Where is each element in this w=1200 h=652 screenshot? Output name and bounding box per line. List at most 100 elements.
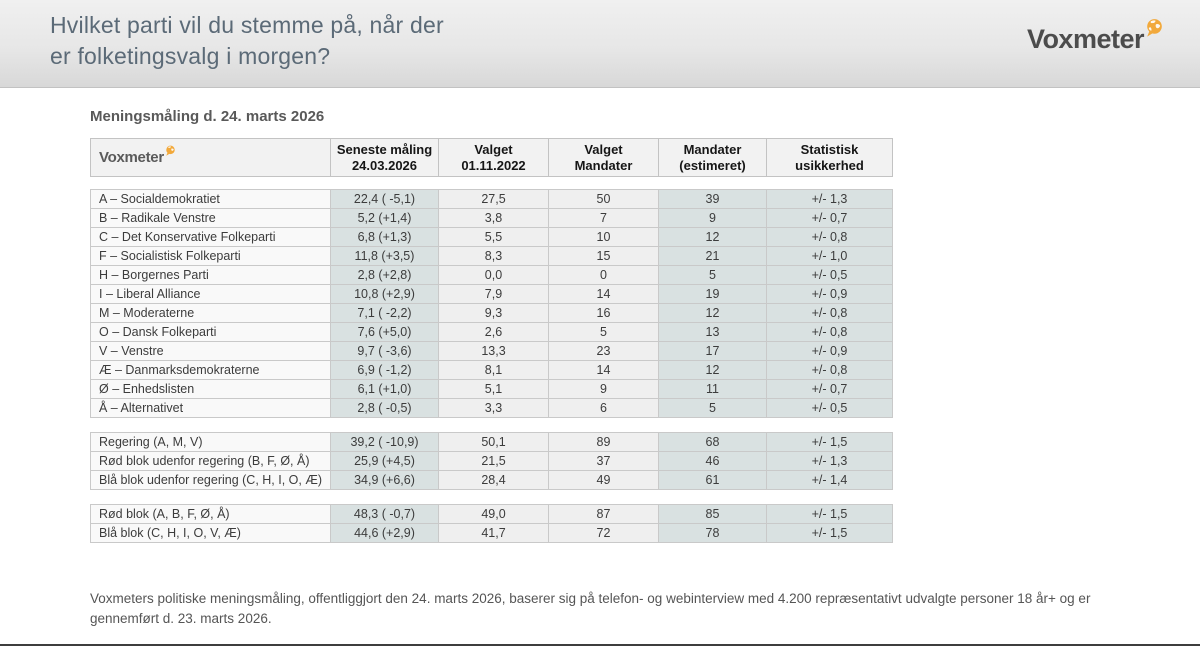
uncertainty-cell: +/- 1,5	[766, 504, 893, 524]
estimated-mandates-cell: 19	[658, 284, 767, 304]
table-row: C – Det Konservative Folkeparti 6,8 (+1,3…	[90, 227, 893, 247]
table-row: F – Socialistisk Folkeparti 11,8 (+3,5) 8,…	[90, 246, 893, 266]
uncertainty-cell: +/- 1,4	[766, 470, 893, 490]
election-mandates-cell: 37	[548, 451, 659, 471]
uncertainty-cell: +/- 0,8	[766, 360, 893, 380]
page-title: Hvilket parti vil du stemme på, når der …	[50, 10, 444, 72]
row-label-cell: F – Socialistisk Folkeparti	[90, 246, 331, 266]
latest-poll-cell: 2,8 ( -0,5)	[330, 398, 439, 418]
election-result-cell: 8,3	[438, 246, 549, 266]
uncertainty-cell: +/- 1,3	[766, 451, 893, 471]
row-label-cell: B – Radikale Venstre	[90, 208, 331, 228]
column-header-latest-poll: Seneste måling 24.03.2026	[330, 138, 439, 177]
uncertainty-cell: +/- 0,8	[766, 227, 893, 247]
election-mandates-cell: 6	[548, 398, 659, 418]
election-result-cell: 3,8	[438, 208, 549, 228]
banner: Hvilket parti vil du stemme på, når der …	[0, 0, 1200, 88]
election-result-cell: 21,5	[438, 451, 549, 471]
globe-icon	[166, 145, 175, 156]
latest-poll-cell: 39,2 ( -10,9)	[330, 432, 439, 452]
uncertainty-cell: +/- 0,7	[766, 208, 893, 228]
table-row: I – Liberal Alliance 10,8 (+2,9) 7,9 14 19 +/…	[90, 284, 893, 304]
latest-poll-cell: 22,4 ( -5,1)	[330, 189, 439, 209]
uncertainty-cell: +/- 1,5	[766, 523, 893, 543]
table-logo-cell: Voxmeter	[90, 138, 331, 177]
election-mandates-cell: 49	[548, 470, 659, 490]
table-row: Å – Alternativet 2,8 ( -0,5) 3,3 6 5 +/- 0,5	[90, 398, 893, 418]
election-result-cell: 8,1	[438, 360, 549, 380]
row-label-cell: H – Borgernes Parti	[90, 265, 331, 285]
poll-section-title: Meningsmåling d. 24. marts 2026	[90, 108, 325, 125]
globe-icon	[1147, 19, 1162, 37]
estimated-mandates-cell: 12	[658, 303, 767, 323]
row-label-cell: Blå blok (C, H, I, O, V, Æ)	[90, 523, 331, 543]
estimated-mandates-cell: 12	[658, 360, 767, 380]
election-result-cell: 3,3	[438, 398, 549, 418]
bottom-divider	[0, 644, 1200, 646]
uncertainty-cell: +/- 0,5	[766, 398, 893, 418]
estimated-mandates-cell: 13	[658, 322, 767, 342]
latest-poll-cell: 48,3 ( -0,7)	[330, 504, 439, 524]
main-content: Meningsmåling d. 24. marts 2026 Voxmeter…	[0, 88, 1200, 629]
table-row: A – Socialdemokratiet 22,4 ( -5,1) 27,5 50 3…	[90, 189, 893, 209]
row-label-cell: M – Moderaterne	[90, 303, 331, 323]
table-row: M – Moderaterne 7,1 ( -2,2) 9,3 16 12 +/- 0,8	[90, 303, 893, 323]
row-label-cell: Regering (A, M, V)	[90, 432, 331, 452]
voxmeter-logo-small: Voxmeter	[99, 145, 329, 166]
election-result-cell: 28,4	[438, 470, 549, 490]
row-label-cell: Å – Alternativet	[90, 398, 331, 418]
uncertainty-cell: +/- 0,9	[766, 284, 893, 304]
latest-poll-cell: 25,9 (+4,5)	[330, 451, 439, 471]
column-header-estimated-mandates: Mandater (estimeret)	[658, 138, 767, 177]
latest-poll-cell: 6,1 (+1,0)	[330, 379, 439, 399]
table-row: Æ – Danmarksdemokraterne 6,9 ( -1,2) 8,1 14…	[90, 360, 893, 380]
election-result-cell: 27,5	[438, 189, 549, 209]
row-label-cell: Blå blok udenfor regering (C, H, I, O, Æ…	[90, 470, 331, 490]
row-label-cell: Rød blok (A, B, F, Ø, Å)	[90, 504, 331, 524]
latest-poll-cell: 34,9 (+6,6)	[330, 470, 439, 490]
table-row: Blå blok (C, H, I, O, V, Æ) 44,6 (+2,9) 41…	[90, 523, 893, 543]
table-row: O – Dansk Folkeparti 7,6 (+5,0) 2,6 5 13 +/- …	[90, 322, 893, 342]
election-result-cell: 0,0	[438, 265, 549, 285]
uncertainty-cell: +/- 0,9	[766, 341, 893, 361]
estimated-mandates-cell: 78	[658, 523, 767, 543]
table-row: Blå blok udenfor regering (C, H, I, O, Æ…	[90, 470, 893, 490]
column-header-row: Voxmeter Seneste måling 24.03.2026 Valge…	[90, 138, 893, 177]
election-mandates-cell: 7	[548, 208, 659, 228]
row-label-cell: Ø – Enhedslisten	[90, 379, 331, 399]
row-label-cell: C – Det Konservative Folkeparti	[90, 227, 331, 247]
election-result-cell: 2,6	[438, 322, 549, 342]
election-result-cell: 13,3	[438, 341, 549, 361]
table-row: Rød blok (A, B, F, Ø, Å) 48,3 ( -0,7) 49,0…	[90, 504, 893, 524]
election-result-cell: 5,1	[438, 379, 549, 399]
latest-poll-cell: 11,8 (+3,5)	[330, 246, 439, 266]
table-row: H – Borgernes Parti 2,8 (+2,8) 0,0 0 5 +/- 0,…	[90, 265, 893, 285]
voxmeter-logo: Voxmeter	[1026, 19, 1164, 54]
uncertainty-cell: +/- 0,8	[766, 322, 893, 342]
row-label-cell: Æ – Danmarksdemokraterne	[90, 360, 331, 380]
row-label-cell: O – Dansk Folkeparti	[90, 322, 331, 342]
uncertainty-cell: +/- 1,5	[766, 432, 893, 452]
election-mandates-cell: 72	[548, 523, 659, 543]
latest-poll-cell: 2,8 (+2,8)	[330, 265, 439, 285]
estimated-mandates-cell: 85	[658, 504, 767, 524]
party-table: A – Socialdemokratiet 22,4 ( -5,1) 27,5 50 3…	[90, 189, 893, 418]
election-mandates-cell: 23	[548, 341, 659, 361]
voxmeter-logo-text: Voxmeter	[1026, 24, 1145, 54]
column-header-uncertainty: Statistisk usikkerhed	[766, 138, 893, 177]
total-bloc-table: Rød blok (A, B, F, Ø, Å) 48,3 ( -0,7) 49,0…	[90, 504, 893, 543]
government-bloc-table: Regering (A, M, V) 39,2 ( -10,9) 50,1 89 68 +…	[90, 432, 893, 490]
estimated-mandates-cell: 21	[658, 246, 767, 266]
estimated-mandates-cell: 61	[658, 470, 767, 490]
row-label-cell: V – Venstre	[90, 341, 331, 361]
election-result-cell: 41,7	[438, 523, 549, 543]
voxmeter-logo-small-text: Voxmeter	[99, 149, 164, 166]
estimated-mandates-cell: 5	[658, 265, 767, 285]
methodology-note-line2: gennemført d. 23. marts 2026.	[90, 611, 272, 626]
election-result-cell: 9,3	[438, 303, 549, 323]
latest-poll-cell: 7,6 (+5,0)	[330, 322, 439, 342]
methodology-note: Voxmeters politiske meningsmåling, offen…	[90, 589, 1100, 629]
election-result-cell: 5,5	[438, 227, 549, 247]
estimated-mandates-cell: 68	[658, 432, 767, 452]
table-row: Rød blok udenfor regering (B, F, Ø, Å) 25…	[90, 451, 893, 471]
